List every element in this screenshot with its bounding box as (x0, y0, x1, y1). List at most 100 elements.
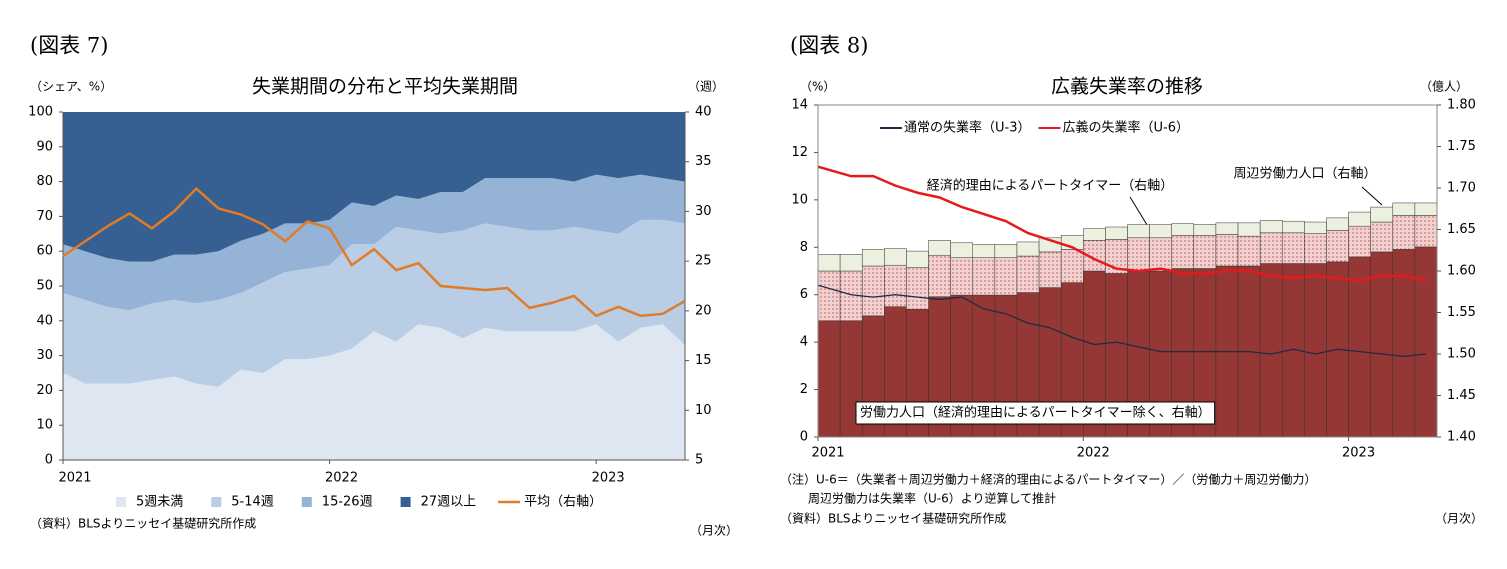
bar (1038, 251, 1062, 288)
bar (1304, 233, 1327, 264)
bar (1326, 217, 1349, 231)
bar (1149, 224, 1172, 239)
bar (884, 264, 907, 307)
y-tick-label: 50 (36, 279, 53, 294)
series-label: 労働力人口（経済的理由によるパートタイマー除く、右軸） (860, 405, 1211, 421)
legend-label: 5週未満 (136, 495, 183, 510)
y-tick-label: 10 (36, 418, 53, 433)
y-tick-label: 8 (800, 240, 808, 255)
bar (950, 257, 974, 296)
y-tick-label: 2 (800, 382, 808, 397)
y-axis-label: （%） (800, 80, 835, 94)
bar (884, 248, 907, 266)
bar (1414, 246, 1438, 438)
legend-label: 平均（右軸） (524, 495, 602, 510)
legend-label: 5-14週 (231, 495, 274, 510)
y2-tick-label: 1.75 (1447, 139, 1476, 154)
legend-swatch (301, 497, 312, 507)
legend-swatch (116, 497, 126, 507)
bar (1282, 220, 1305, 234)
legend-swatch (400, 497, 411, 507)
y2-tick-label: 25 (695, 254, 712, 269)
legend-label: 広義の失業率（U-6） (1062, 120, 1188, 136)
bar (817, 270, 841, 322)
bar (1127, 224, 1150, 239)
bar (1414, 202, 1438, 216)
bar (1259, 263, 1283, 438)
y2-tick-label: 1.70 (1447, 181, 1476, 196)
bar (1083, 228, 1106, 241)
bar (1171, 235, 1195, 269)
y2-axis-label: （週） (688, 80, 724, 94)
bar (839, 254, 863, 272)
y2-tick-label: 20 (695, 303, 712, 318)
y-tick-label: 80 (36, 174, 53, 189)
bar (1392, 202, 1416, 216)
y-tick-label: 30 (36, 348, 53, 363)
y2-tick-label: 1.65 (1447, 222, 1476, 237)
bar (1348, 256, 1371, 438)
bar (1016, 255, 1040, 293)
bar (1215, 234, 1239, 267)
note: 周辺労働力は失業率（U-6）より逆算して推計 (808, 491, 1056, 506)
bar (1304, 263, 1327, 438)
figure-label: (図表 8) (790, 34, 868, 58)
bar (1016, 241, 1040, 257)
x-tick-label: 2022 (1077, 446, 1110, 461)
bar (1348, 225, 1371, 258)
legend-swatch (211, 497, 222, 507)
bar (994, 257, 1018, 296)
x-tick-label: 2021 (811, 446, 844, 461)
y-tick-label: 20 (36, 383, 53, 398)
y2-tick-label: 1.80 (1447, 98, 1476, 113)
bar (817, 320, 841, 438)
y-tick-label: 0 (800, 430, 808, 445)
area (63, 174, 685, 311)
bar (1215, 222, 1239, 235)
legend-label: 27週以上 (421, 495, 477, 510)
bar (1370, 206, 1394, 223)
x-axis-label: （月次） (690, 524, 738, 538)
series-label: 周辺労働力人口（右軸） (1233, 167, 1376, 182)
y2-tick-label: 15 (695, 353, 712, 368)
chart-title: 広義失業率の推移 (1051, 76, 1203, 98)
y2-tick-label: 1.45 (1447, 388, 1476, 403)
bar (972, 257, 996, 296)
y2-tick-label: 5 (695, 453, 703, 468)
y-tick-label: 40 (36, 313, 53, 328)
bar (972, 244, 996, 258)
bar (1348, 211, 1371, 227)
x-tick-label: 2023 (1342, 446, 1375, 461)
series-label: 経済的理由によるパートタイマー（右軸） (927, 178, 1174, 194)
legend-label: 通常の失業率（U-3） (904, 120, 1030, 136)
y2-axis-label: （億人） (1420, 80, 1468, 94)
y2-tick-label: 1.60 (1447, 264, 1476, 279)
bar (1282, 232, 1305, 264)
x-tick-label: 2023 (592, 471, 625, 486)
annotation-arrow (1361, 186, 1383, 206)
bar (1414, 215, 1438, 248)
y2-tick-label: 30 (695, 204, 712, 219)
bar (1105, 226, 1128, 240)
chart-title: 失業期間の分布と平均失業期間 (252, 76, 518, 98)
bar (1392, 215, 1416, 250)
bar (1259, 232, 1283, 264)
bar (1237, 222, 1261, 237)
bar (950, 242, 974, 258)
label-box (855, 401, 1216, 425)
y-tick-label: 100 (28, 105, 53, 120)
bar (928, 254, 951, 297)
y-tick-label: 12 (791, 145, 808, 160)
y2-tick-label: 40 (695, 105, 712, 120)
bar (1149, 237, 1172, 272)
x-tick-label: 2021 (58, 471, 91, 486)
bar (861, 265, 885, 317)
bar (928, 240, 951, 256)
y-tick-label: 90 (36, 139, 53, 154)
y2-tick-label: 35 (695, 154, 712, 169)
source: （資料）BLSよりニッセイ基礎研究所作成 (30, 516, 256, 531)
y-tick-label: 4 (800, 335, 808, 350)
bar (1370, 251, 1394, 438)
bar (1171, 223, 1195, 236)
